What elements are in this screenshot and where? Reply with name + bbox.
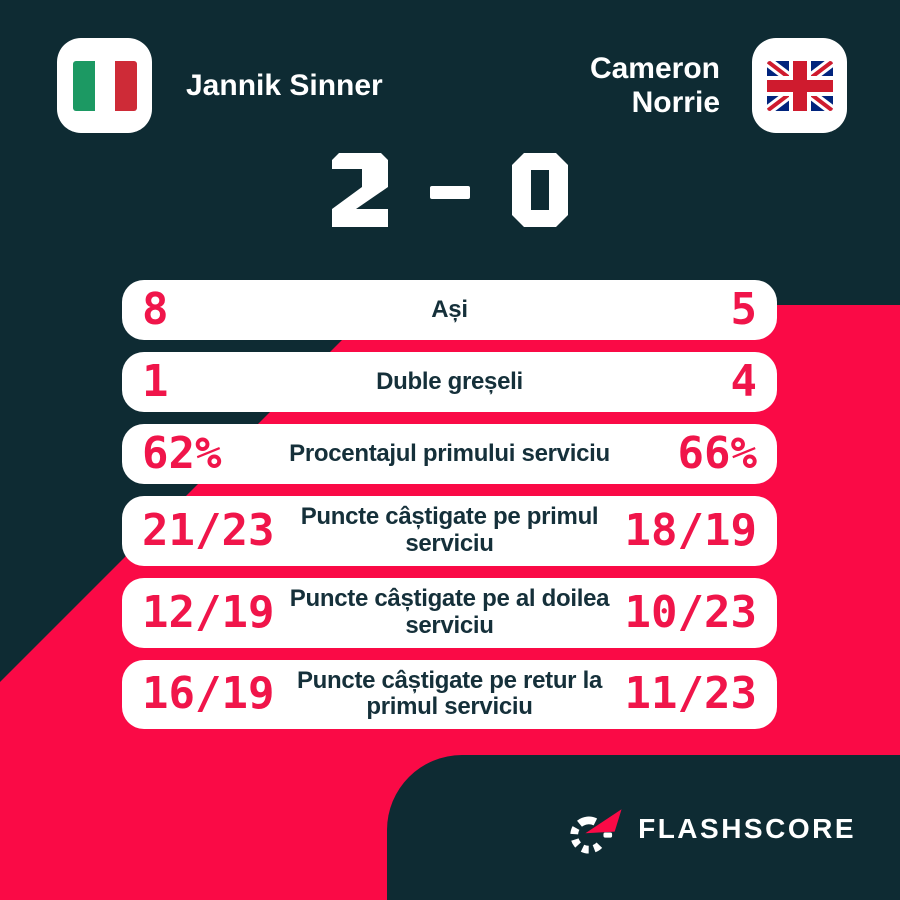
- score-separator: [430, 186, 470, 199]
- stat-away-value: 5: [730, 284, 758, 335]
- bottom-corner-panel: [387, 755, 900, 900]
- stat-label: Ași: [431, 295, 468, 323]
- stat-label: Puncte câștigate pe primul serviciu: [300, 503, 599, 557]
- stat-row: 21/23 Puncte câștigate pe primul servici…: [122, 496, 777, 566]
- stat-home-value: 21/23: [142, 504, 275, 556]
- stat-away-value: 11/23: [624, 668, 757, 720]
- stat-home-value: 12/19: [142, 586, 275, 638]
- match-score: [0, 153, 900, 227]
- stat-label: Duble greșeli: [376, 367, 523, 395]
- flashscore-logo: FLASHSCORE: [563, 797, 856, 861]
- stat-home-value: 8: [142, 284, 169, 335]
- stat-row: 62% Procentajul primului serviciu 66%: [122, 424, 777, 484]
- flashscore-spinner-icon: [570, 809, 622, 854]
- stat-home-value: 1: [142, 356, 169, 407]
- player-home-name: Jannik Sinner: [186, 68, 383, 102]
- stat-row: 16/19 Puncte câștigate pe retur la primu…: [122, 659, 777, 730]
- stat-row: 1 Duble greșeli 4: [122, 352, 777, 412]
- stat-away-value: 4: [730, 356, 758, 407]
- flashscore-wordmark: FLASHSCORE: [638, 813, 856, 844]
- stat-away-value: 10/23: [624, 586, 757, 638]
- stat-label: Procentajul primului serviciu: [289, 439, 610, 467]
- italy-flag-icon: [57, 38, 152, 133]
- player-home: Jannik Sinner: [57, 38, 383, 133]
- stat-label: Puncte câștigate pe al doilea serviciu: [289, 584, 610, 639]
- player-away: Cameron Norrie: [570, 38, 847, 133]
- player-away-name: Cameron Norrie: [589, 51, 720, 119]
- stat-row: 12/19 Puncte câștigate pe al doilea serv…: [122, 577, 777, 648]
- score-home-digit: [332, 153, 388, 227]
- stat-home-value: 62%: [142, 428, 222, 479]
- stat-label: Puncte câștigate pe retur la primul serv…: [296, 666, 603, 721]
- stat-away-value: 66%: [677, 428, 757, 479]
- score-away-digit: [512, 153, 568, 227]
- uk-flag-icon: [752, 38, 847, 133]
- stat-row: 8 Ași 5: [122, 280, 777, 340]
- stat-away-value: 18/19: [624, 504, 757, 556]
- stat-home-value: 16/19: [142, 668, 275, 720]
- stats-list: 8 Ași 5 1 Duble greșeli 4 62% Procentaju…: [122, 280, 777, 730]
